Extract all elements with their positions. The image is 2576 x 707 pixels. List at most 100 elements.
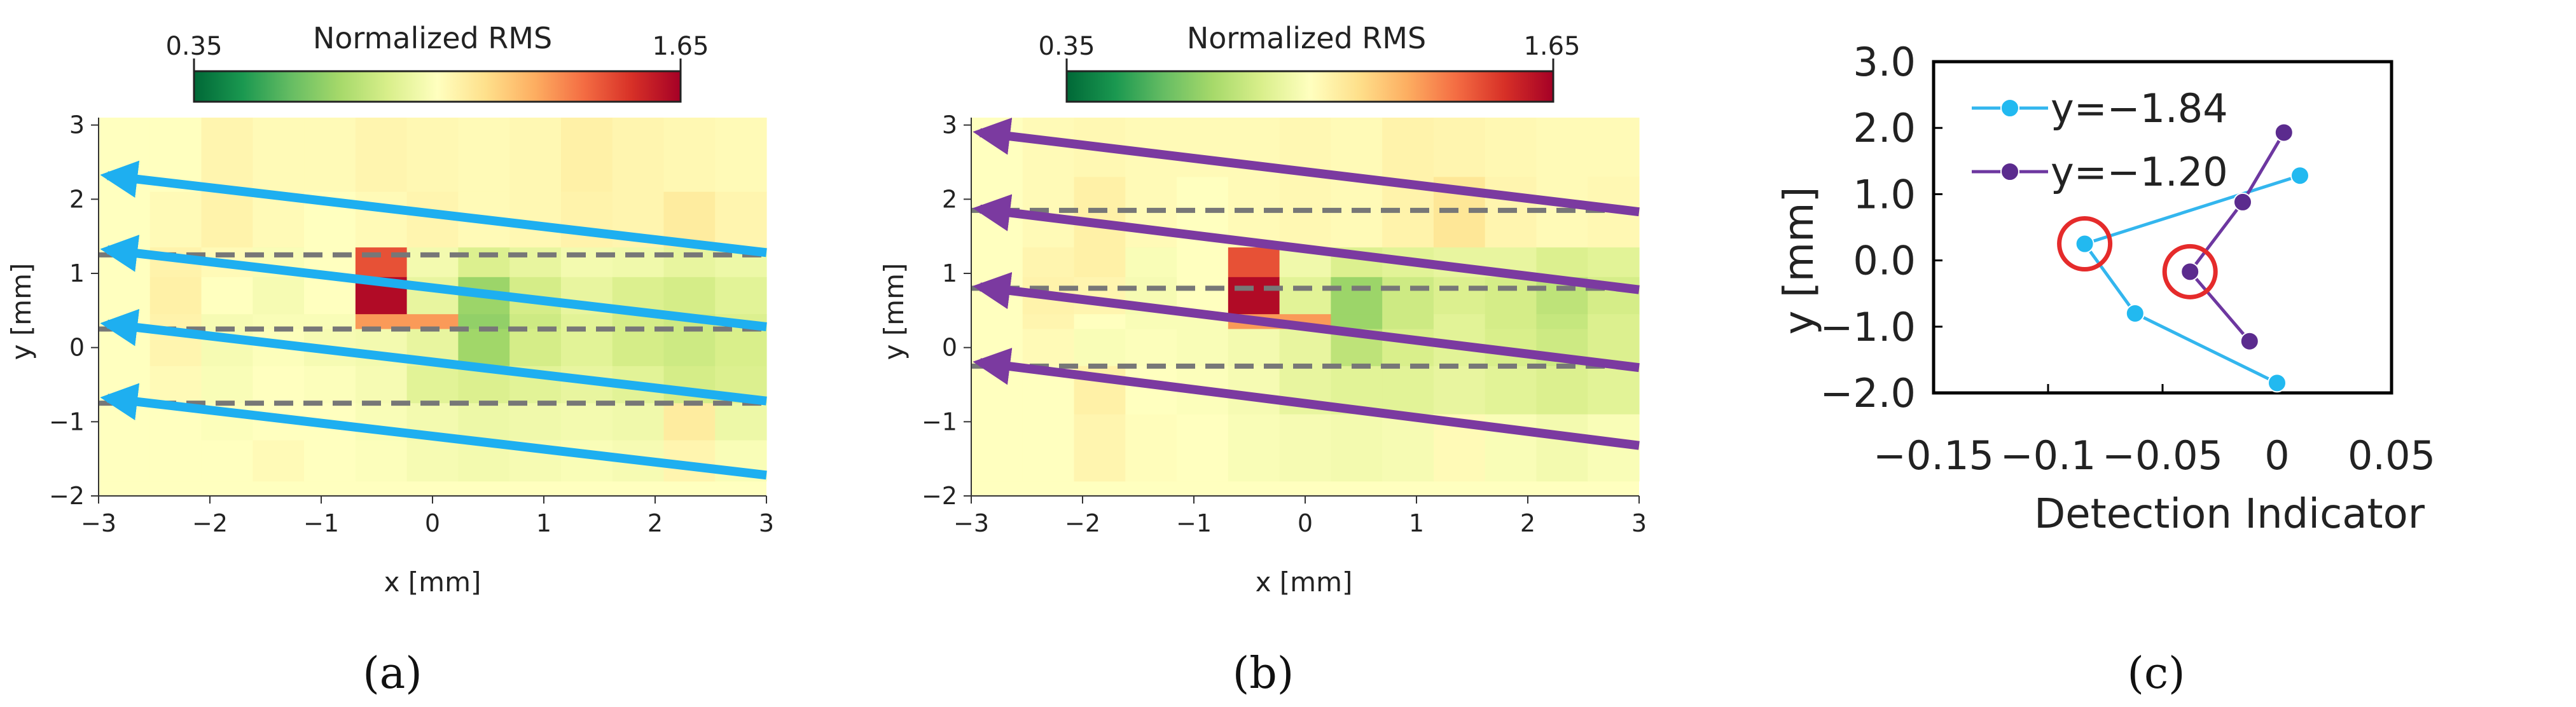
heatmap-cell [1279,329,1331,367]
heatmap-cell [99,329,151,367]
y-tick-label: 2 [942,185,957,213]
heatmap-cell [715,329,767,367]
heatmap-cell [1074,247,1126,278]
heatmap-cell [355,118,408,193]
heatmap-cell [1177,118,1229,177]
heatmap-cell [355,191,408,248]
colorbar [1065,70,1555,103]
data-point [2233,192,2252,212]
heatmap-cell [1485,277,1537,315]
scan-arrow [973,194,1640,294]
heatmap-cell [1125,314,1177,330]
scan-arrow [973,348,1640,450]
legend-label: y=−1.20 [2051,149,2228,195]
heatmap-cell [971,414,1023,482]
heatmap-cell [1074,414,1126,482]
heatmap-cell [1074,314,1126,330]
heatmap-cell [560,191,613,248]
heatmap-cell [304,440,356,482]
heatmap-cell [663,277,716,315]
heatmap-cell [509,329,562,367]
y-tick-label: 1 [69,259,85,287]
heatmap-cell [1485,366,1537,415]
heatmap-cell [1588,314,1640,330]
y-tick-label: −2.0 [1820,370,1916,416]
heatmap-cell [971,247,1023,278]
heatmap-cell [253,440,305,482]
scan-arrow [100,160,767,257]
heatmap-cell [1022,247,1075,278]
heatmap-cell [663,403,716,441]
y-axis-label: y [mm] [1776,187,1823,335]
data-point [2274,123,2294,142]
heatmap-cell [1382,277,1434,315]
heatmap-cell [149,191,202,248]
x-tick-label: −2 [192,509,228,537]
heatmap-cell [1588,118,1640,177]
heatmap-cell [355,366,408,404]
heatmap-cell [1279,277,1331,315]
heatmap-cell [1177,414,1229,482]
data-point [2240,331,2259,351]
heatmap-cell [201,277,253,315]
heatmap-cell [149,366,202,404]
scan-arrow [100,235,767,331]
legend-label: y=−1.84 [2051,85,2228,132]
scan-arrow [973,271,1640,373]
y-tick-label: −1.0 [1820,304,1916,350]
heatmap-cell [1074,329,1126,367]
scan-arrow [100,383,767,480]
x-tick-label: −0.05 [2102,432,2223,479]
x-tick-label: −3 [953,509,989,537]
x-tick-label: −0.15 [1873,432,1994,479]
heatmap-cell [1433,314,1486,330]
heatmap-cell [355,247,408,278]
x-tick-label: −1 [1176,509,1212,537]
heatmap-cell [971,314,1023,330]
heatmap-cell [663,329,716,367]
heatmap-cell [715,118,767,193]
heatmap-cell [1382,118,1434,177]
heatmap-cell [560,329,613,367]
heatmap-cell [1125,247,1177,278]
heatmap-cell [560,314,613,330]
legend-marker [2000,162,2019,181]
heatmap-cell [458,247,510,278]
x-tick-label: −2 [1065,509,1100,537]
heatmap-cell [304,277,356,315]
heatmap-cell [1433,118,1486,177]
heatmap-cell [1485,314,1537,330]
heatmap-cell [1382,414,1434,482]
heatmap-cell [1228,414,1280,482]
x-axis-label: x [mm] [384,566,481,598]
heatmap-cell [253,366,305,404]
x-tick-label: −1 [303,509,339,537]
colorbar-min-label: 0.35 [165,32,222,61]
y-tick-label: 0.0 [1853,238,1916,284]
heatmap-cell [1331,118,1383,177]
heatmap-cell [99,440,151,482]
panel-b-heatmap: Normalized RMS 0.35 1.65 x [mm] y [mm] (… [878,21,1647,699]
x-tick-label: 0 [1298,509,1313,537]
heatmap-cell [99,403,151,441]
heatmap-cell [560,403,613,441]
heatmap-cell [201,440,253,482]
y-tick-label: −1 [922,408,957,436]
colorbar-title: Normalized RMS [313,21,552,55]
heatmap-cell [149,277,202,315]
heatmap-cell [304,366,356,404]
heatmap-cell [715,403,767,441]
heatmap-cell [1177,247,1229,278]
panel-c-line-chart: Detection Indicator y [mm] (c) −0.15 −0.1… [1776,39,2435,699]
heatmap-cell [304,118,356,193]
y-tick-label: 1 [942,259,957,287]
y-axis-label: y [mm] [878,263,910,360]
heatmap-cell [1022,314,1075,330]
heatmap-cell [201,314,253,330]
heatmap-cell [406,440,459,482]
y-tick-label: 0 [69,334,85,362]
heatmap-cell [715,277,767,315]
data-point [2075,234,2095,254]
heatmap-cell [1125,329,1177,367]
x-axis-label: Detection Indicator [2034,491,2425,538]
